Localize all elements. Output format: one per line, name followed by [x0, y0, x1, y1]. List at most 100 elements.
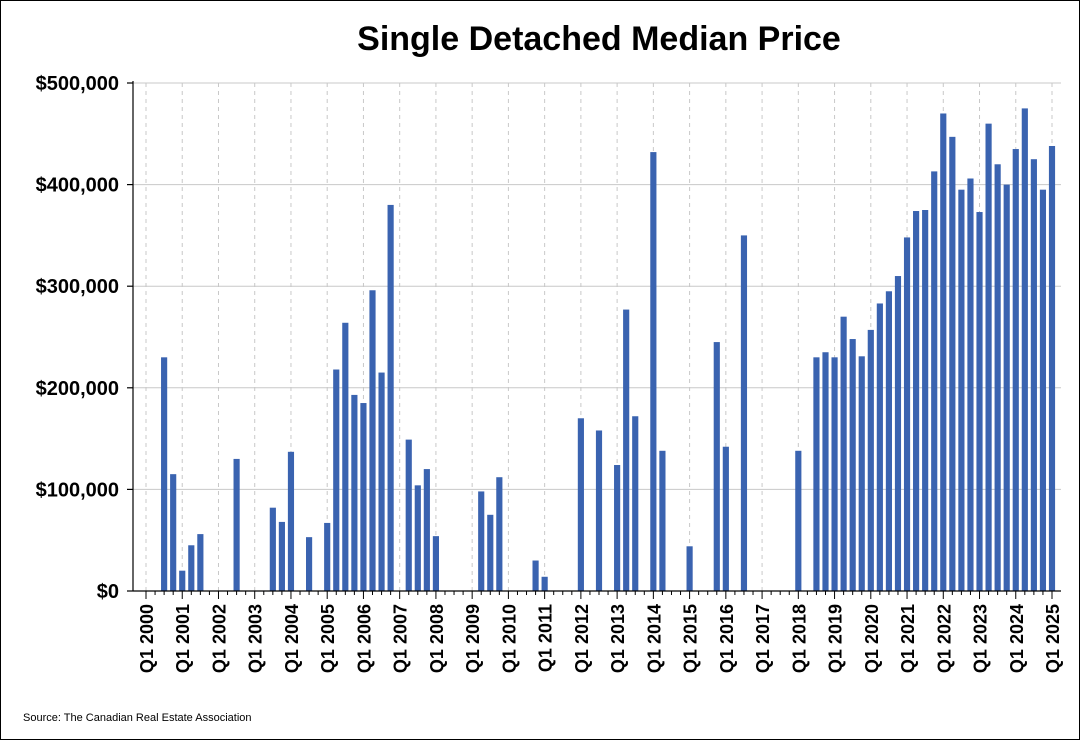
bar — [1021, 108, 1028, 592]
x-tick-label: Q1 2005 — [318, 604, 338, 673]
bar — [958, 189, 965, 591]
bar — [867, 329, 874, 591]
bar — [369, 290, 376, 591]
bars — [161, 108, 1056, 592]
x-tick-label: Q1 2010 — [499, 604, 519, 673]
bar — [423, 469, 430, 591]
bar — [840, 316, 847, 591]
bar — [541, 576, 548, 591]
bar — [967, 178, 974, 591]
bar — [940, 113, 947, 591]
bar — [333, 369, 340, 591]
x-tick-label: Q1 2016 — [717, 604, 737, 673]
x-tick-label: Q1 2003 — [246, 604, 266, 673]
bar — [1030, 159, 1037, 591]
bar — [931, 171, 938, 591]
bar — [233, 458, 240, 591]
bar — [387, 204, 394, 592]
x-tick-label: Q1 2024 — [1007, 604, 1027, 673]
bar — [876, 303, 883, 591]
x-tick-label: Q1 2015 — [681, 604, 701, 673]
bar — [831, 357, 838, 591]
bar — [1012, 149, 1019, 592]
x-tick-label: Q1 2013 — [608, 604, 628, 673]
chart-title: Single Detached Median Price — [357, 20, 841, 58]
bar — [650, 152, 657, 591]
bar — [532, 560, 539, 591]
bar — [305, 537, 313, 591]
x-tick-label: Q1 2025 — [1043, 604, 1063, 673]
x-tick-label: Q1 2020 — [862, 604, 882, 673]
x-tick-label: Q1 2002 — [209, 604, 229, 673]
x-tick-label: Q1 2023 — [971, 604, 991, 673]
y-tick-label: $100,000 — [36, 479, 119, 501]
x-tick-label: Q1 2007 — [391, 604, 411, 673]
x-tick-label: Q1 2021 — [898, 604, 918, 673]
bar — [378, 372, 385, 591]
bar — [269, 507, 276, 591]
bar — [922, 210, 929, 591]
axes — [132, 81, 1061, 592]
bar — [161, 357, 168, 591]
source-note: Source: The Canadian Real Estate Associa… — [23, 712, 252, 724]
x-tick-label: Q1 2019 — [826, 604, 846, 673]
x-axis-ticks: Q1 2000 Q1 2001 Q1 2002 Q1 2003 Q1 2004 Q1 20… — [137, 591, 1063, 673]
bar — [985, 123, 992, 591]
bar — [324, 522, 331, 591]
bar — [903, 237, 911, 591]
bar — [1039, 189, 1047, 591]
bar — [994, 164, 1001, 591]
bar — [614, 465, 621, 591]
bar — [179, 570, 186, 591]
x-tick-label: Q1 2009 — [463, 604, 483, 673]
bar — [659, 450, 666, 591]
bar — [976, 212, 983, 592]
x-tick-label: Q1 2006 — [354, 604, 374, 673]
y-tick-label: $400,000 — [36, 175, 119, 197]
bar — [740, 235, 748, 591]
bar — [623, 309, 630, 591]
x-tick-label: Q1 2004 — [282, 604, 302, 673]
bar — [287, 451, 295, 591]
bar — [351, 394, 358, 591]
bar — [360, 403, 367, 591]
x-tick-label: Q1 2000 — [137, 604, 157, 673]
bar — [722, 446, 729, 591]
bar — [414, 485, 421, 591]
x-tick-label: Q1 2008 — [427, 604, 447, 673]
bar — [885, 291, 893, 591]
bar — [170, 474, 177, 591]
bar — [432, 536, 440, 591]
bar — [496, 477, 503, 591]
x-tick-label: Q1 2012 — [572, 604, 592, 673]
x-tick-label: Q1 2011 — [536, 604, 556, 672]
bar — [278, 521, 285, 591]
y-tick-label: $300,000 — [36, 276, 119, 298]
bar — [949, 136, 956, 591]
bar — [813, 357, 820, 591]
x-tick-label: Q1 2001 — [173, 604, 193, 673]
x-tick-label: Q1 2018 — [789, 604, 809, 673]
bar — [1003, 184, 1010, 591]
bar — [913, 211, 920, 592]
y-tick-label: $200,000 — [36, 378, 119, 400]
bar — [595, 430, 603, 591]
bar — [822, 352, 829, 591]
bar — [849, 339, 856, 591]
x-tick-label: Q1 2014 — [644, 604, 664, 673]
bar — [1048, 145, 1056, 591]
bar — [342, 322, 349, 591]
y-tick-label: $0 — [97, 581, 119, 603]
bar — [713, 342, 720, 591]
bar — [632, 416, 639, 591]
bar — [858, 356, 865, 591]
bar — [577, 418, 584, 591]
x-tick-label: Q1 2017 — [753, 604, 773, 673]
y-tick-label: $500,000 — [36, 73, 119, 95]
bar — [188, 545, 195, 591]
bar — [795, 450, 802, 591]
bar — [686, 546, 693, 591]
bar — [405, 439, 412, 591]
